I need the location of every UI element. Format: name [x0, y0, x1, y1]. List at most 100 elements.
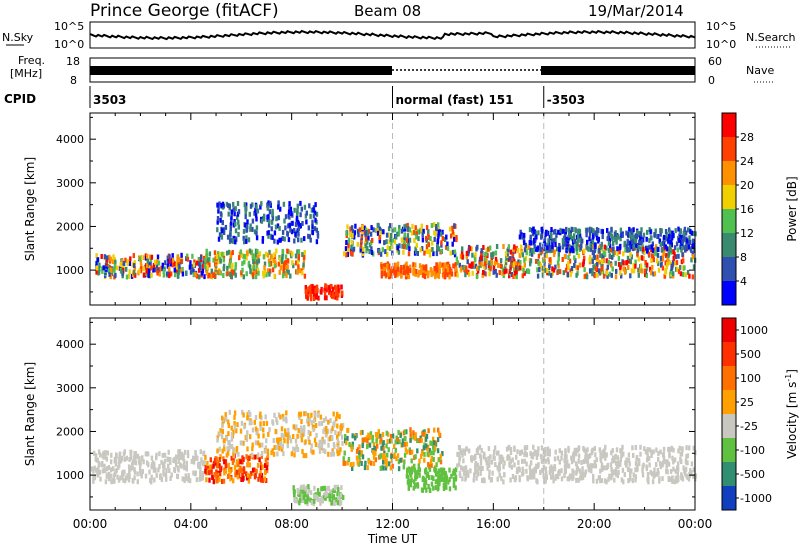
echo-cell	[390, 437, 393, 443]
echo-cell	[377, 429, 380, 435]
noise-line	[89, 29, 696, 41]
echo-cell	[655, 251, 658, 257]
echo-cell	[364, 243, 367, 249]
echo-cell	[310, 500, 314, 506]
echo-cell	[320, 421, 324, 426]
echo-cell	[554, 449, 557, 455]
echo-cell	[409, 437, 412, 443]
echo-cell	[428, 466, 432, 472]
echo-cell	[404, 447, 408, 453]
echo-cell	[646, 229, 649, 235]
echo-cell	[414, 249, 418, 255]
echo-cell	[96, 472, 100, 478]
echo-cell	[567, 463, 571, 469]
echo-cell	[333, 284, 337, 290]
echo-cell	[615, 268, 618, 274]
echo-cell	[516, 265, 520, 271]
echo-cell	[349, 462, 352, 467]
echo-cell	[219, 258, 222, 264]
echo-cell	[112, 466, 115, 472]
echo-cell	[239, 249, 243, 255]
echo-cell	[680, 241, 684, 247]
echo-cell	[178, 263, 181, 269]
echo-cell	[284, 432, 287, 437]
echo-cell	[458, 451, 461, 457]
echo-cell	[424, 436, 428, 442]
echo-cell	[632, 268, 636, 274]
echo-cell	[692, 473, 695, 479]
echo-cell	[345, 252, 348, 258]
echo-cell	[175, 267, 178, 273]
echo-cell	[480, 261, 483, 267]
echo-cell	[605, 479, 608, 485]
echo-cell	[627, 258, 631, 264]
echo-cell	[276, 223, 280, 229]
echo-cell	[389, 236, 392, 242]
echo-cell	[623, 472, 626, 478]
echo-cell	[425, 225, 429, 231]
echo-cell	[433, 236, 436, 242]
echo-cell	[407, 485, 410, 491]
echo-cell	[179, 455, 182, 461]
echo-cell	[566, 463, 569, 469]
echo-cell	[523, 247, 527, 253]
echo-cell	[140, 254, 143, 260]
echo-cell	[217, 208, 220, 214]
echo-cell	[384, 465, 388, 471]
echo-cell	[233, 219, 236, 224]
freq-tick-bottom: 8	[70, 74, 77, 87]
echo-cell	[264, 470, 267, 476]
echo-cell	[651, 241, 654, 247]
echo-cell	[588, 231, 592, 237]
echo-cell	[175, 454, 178, 460]
y-tick-label: 3000	[56, 177, 84, 190]
echo-cell	[673, 251, 676, 257]
echo-cell	[482, 245, 485, 250]
echo-cell	[574, 239, 577, 244]
echo-cell	[550, 464, 553, 470]
echo-cell	[559, 227, 562, 233]
echo-cell	[422, 431, 425, 437]
echo-cell	[639, 231, 643, 237]
echo-cell	[466, 259, 469, 265]
echo-cell	[451, 225, 454, 231]
echo-cell	[228, 263, 231, 269]
echo-cell	[407, 474, 410, 480]
echo-cell	[98, 452, 102, 458]
echo-cell	[476, 450, 479, 455]
echo-cell	[303, 236, 306, 242]
echo-cell	[547, 238, 550, 244]
echo-cell	[603, 448, 606, 454]
echo-cell	[132, 478, 135, 484]
echo-cell	[643, 268, 647, 274]
echo-cell	[180, 252, 183, 258]
echo-cell	[509, 477, 512, 483]
echo-cell	[636, 230, 639, 236]
echo-cell	[677, 253, 680, 259]
echo-cell	[250, 249, 254, 255]
echo-cell	[422, 445, 426, 451]
echo-cell	[128, 273, 131, 279]
echo-cell	[307, 484, 310, 490]
echo-cell	[219, 454, 222, 460]
echo-cell	[438, 268, 441, 274]
echo-cell	[191, 253, 194, 259]
echo-cell	[349, 443, 353, 449]
echo-cell	[166, 263, 170, 269]
echo-cell	[303, 411, 306, 417]
echo-cell	[533, 451, 536, 457]
echo-cell	[271, 234, 274, 240]
echo-cell	[118, 454, 122, 460]
echo-cell	[358, 458, 362, 464]
echo-cell	[332, 494, 335, 500]
echo-cell	[246, 455, 250, 461]
echo-cell	[341, 440, 344, 446]
echo-cell	[634, 467, 637, 473]
echo-cell	[325, 295, 328, 301]
echo-cell	[219, 211, 223, 217]
echo-cell	[384, 459, 387, 465]
echo-cell	[612, 252, 615, 258]
echo-cell	[120, 269, 123, 275]
echo-cell	[111, 478, 114, 484]
echo-cell	[448, 269, 451, 275]
